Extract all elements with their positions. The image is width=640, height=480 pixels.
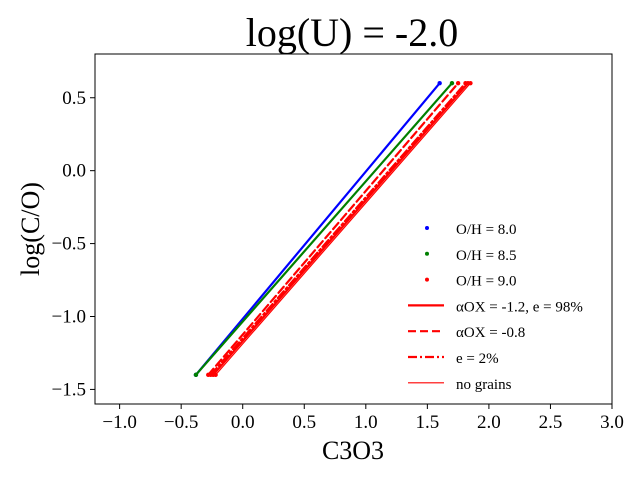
series-layer xyxy=(193,80,473,378)
legend-marker xyxy=(425,226,429,230)
legend-label: O/H = 8.5 xyxy=(456,248,517,264)
chart-title: log(U) = -2.0 xyxy=(246,10,459,55)
data-point xyxy=(437,80,442,86)
legend-label: O/H = 9.0 xyxy=(456,274,517,290)
y-tick-label: 0.0 xyxy=(62,161,86,182)
y-tick-label: −1.0 xyxy=(52,307,86,328)
series-line xyxy=(194,82,454,376)
x-axis-label: C3O3 xyxy=(322,436,384,465)
series-line xyxy=(194,82,441,376)
y-axis-ticks: −1.5 −1.0 −0.5 0.0 0.5 xyxy=(52,88,95,400)
data-point xyxy=(193,372,199,378)
data-point xyxy=(213,372,218,378)
data-point xyxy=(208,372,213,378)
legend-label: no grains xyxy=(456,377,512,393)
x-tick-label: 0.0 xyxy=(231,412,255,433)
y-tick-label: −1.5 xyxy=(52,379,86,400)
x-axis-ticks: −1.0 −0.5 0.0 0.5 1.0 1.5 2.0 2.5 3.0 xyxy=(102,404,624,433)
series-line xyxy=(209,82,467,376)
y-axis-label: log(C/O) xyxy=(16,182,45,276)
legend-label: O/H = 8.0 xyxy=(456,222,517,238)
data-point xyxy=(463,80,468,86)
legend-label: αOX = -1.2, e = 98% xyxy=(456,299,583,315)
x-tick-label: 2.0 xyxy=(477,412,501,433)
legend-label: e = 2% xyxy=(456,351,499,367)
data-point xyxy=(449,80,455,86)
x-tick-label: 1.0 xyxy=(354,412,378,433)
x-tick-label: −1.0 xyxy=(102,412,136,433)
legend: O/H = 8.0 O/H = 8.5 O/H = 9.0 αOX = -1.2, e… xyxy=(408,222,583,393)
y-tick-label: 0.5 xyxy=(62,88,86,109)
series-line xyxy=(215,82,472,376)
data-point xyxy=(455,80,461,86)
x-tick-label: 3.0 xyxy=(600,412,624,433)
x-tick-label: 2.5 xyxy=(539,412,563,433)
plot-frame xyxy=(94,53,613,405)
series-line xyxy=(212,82,470,376)
legend-marker xyxy=(425,277,429,282)
x-tick-label: −0.5 xyxy=(164,412,198,433)
x-tick-label: 1.5 xyxy=(415,412,439,433)
x-tick-label: 0.5 xyxy=(292,412,316,433)
series-line xyxy=(207,82,460,376)
y-tick-label: −0.5 xyxy=(52,234,86,255)
legend-label: αOX = -0.8 xyxy=(456,325,525,341)
data-point xyxy=(468,80,473,86)
legend-marker xyxy=(425,251,429,256)
